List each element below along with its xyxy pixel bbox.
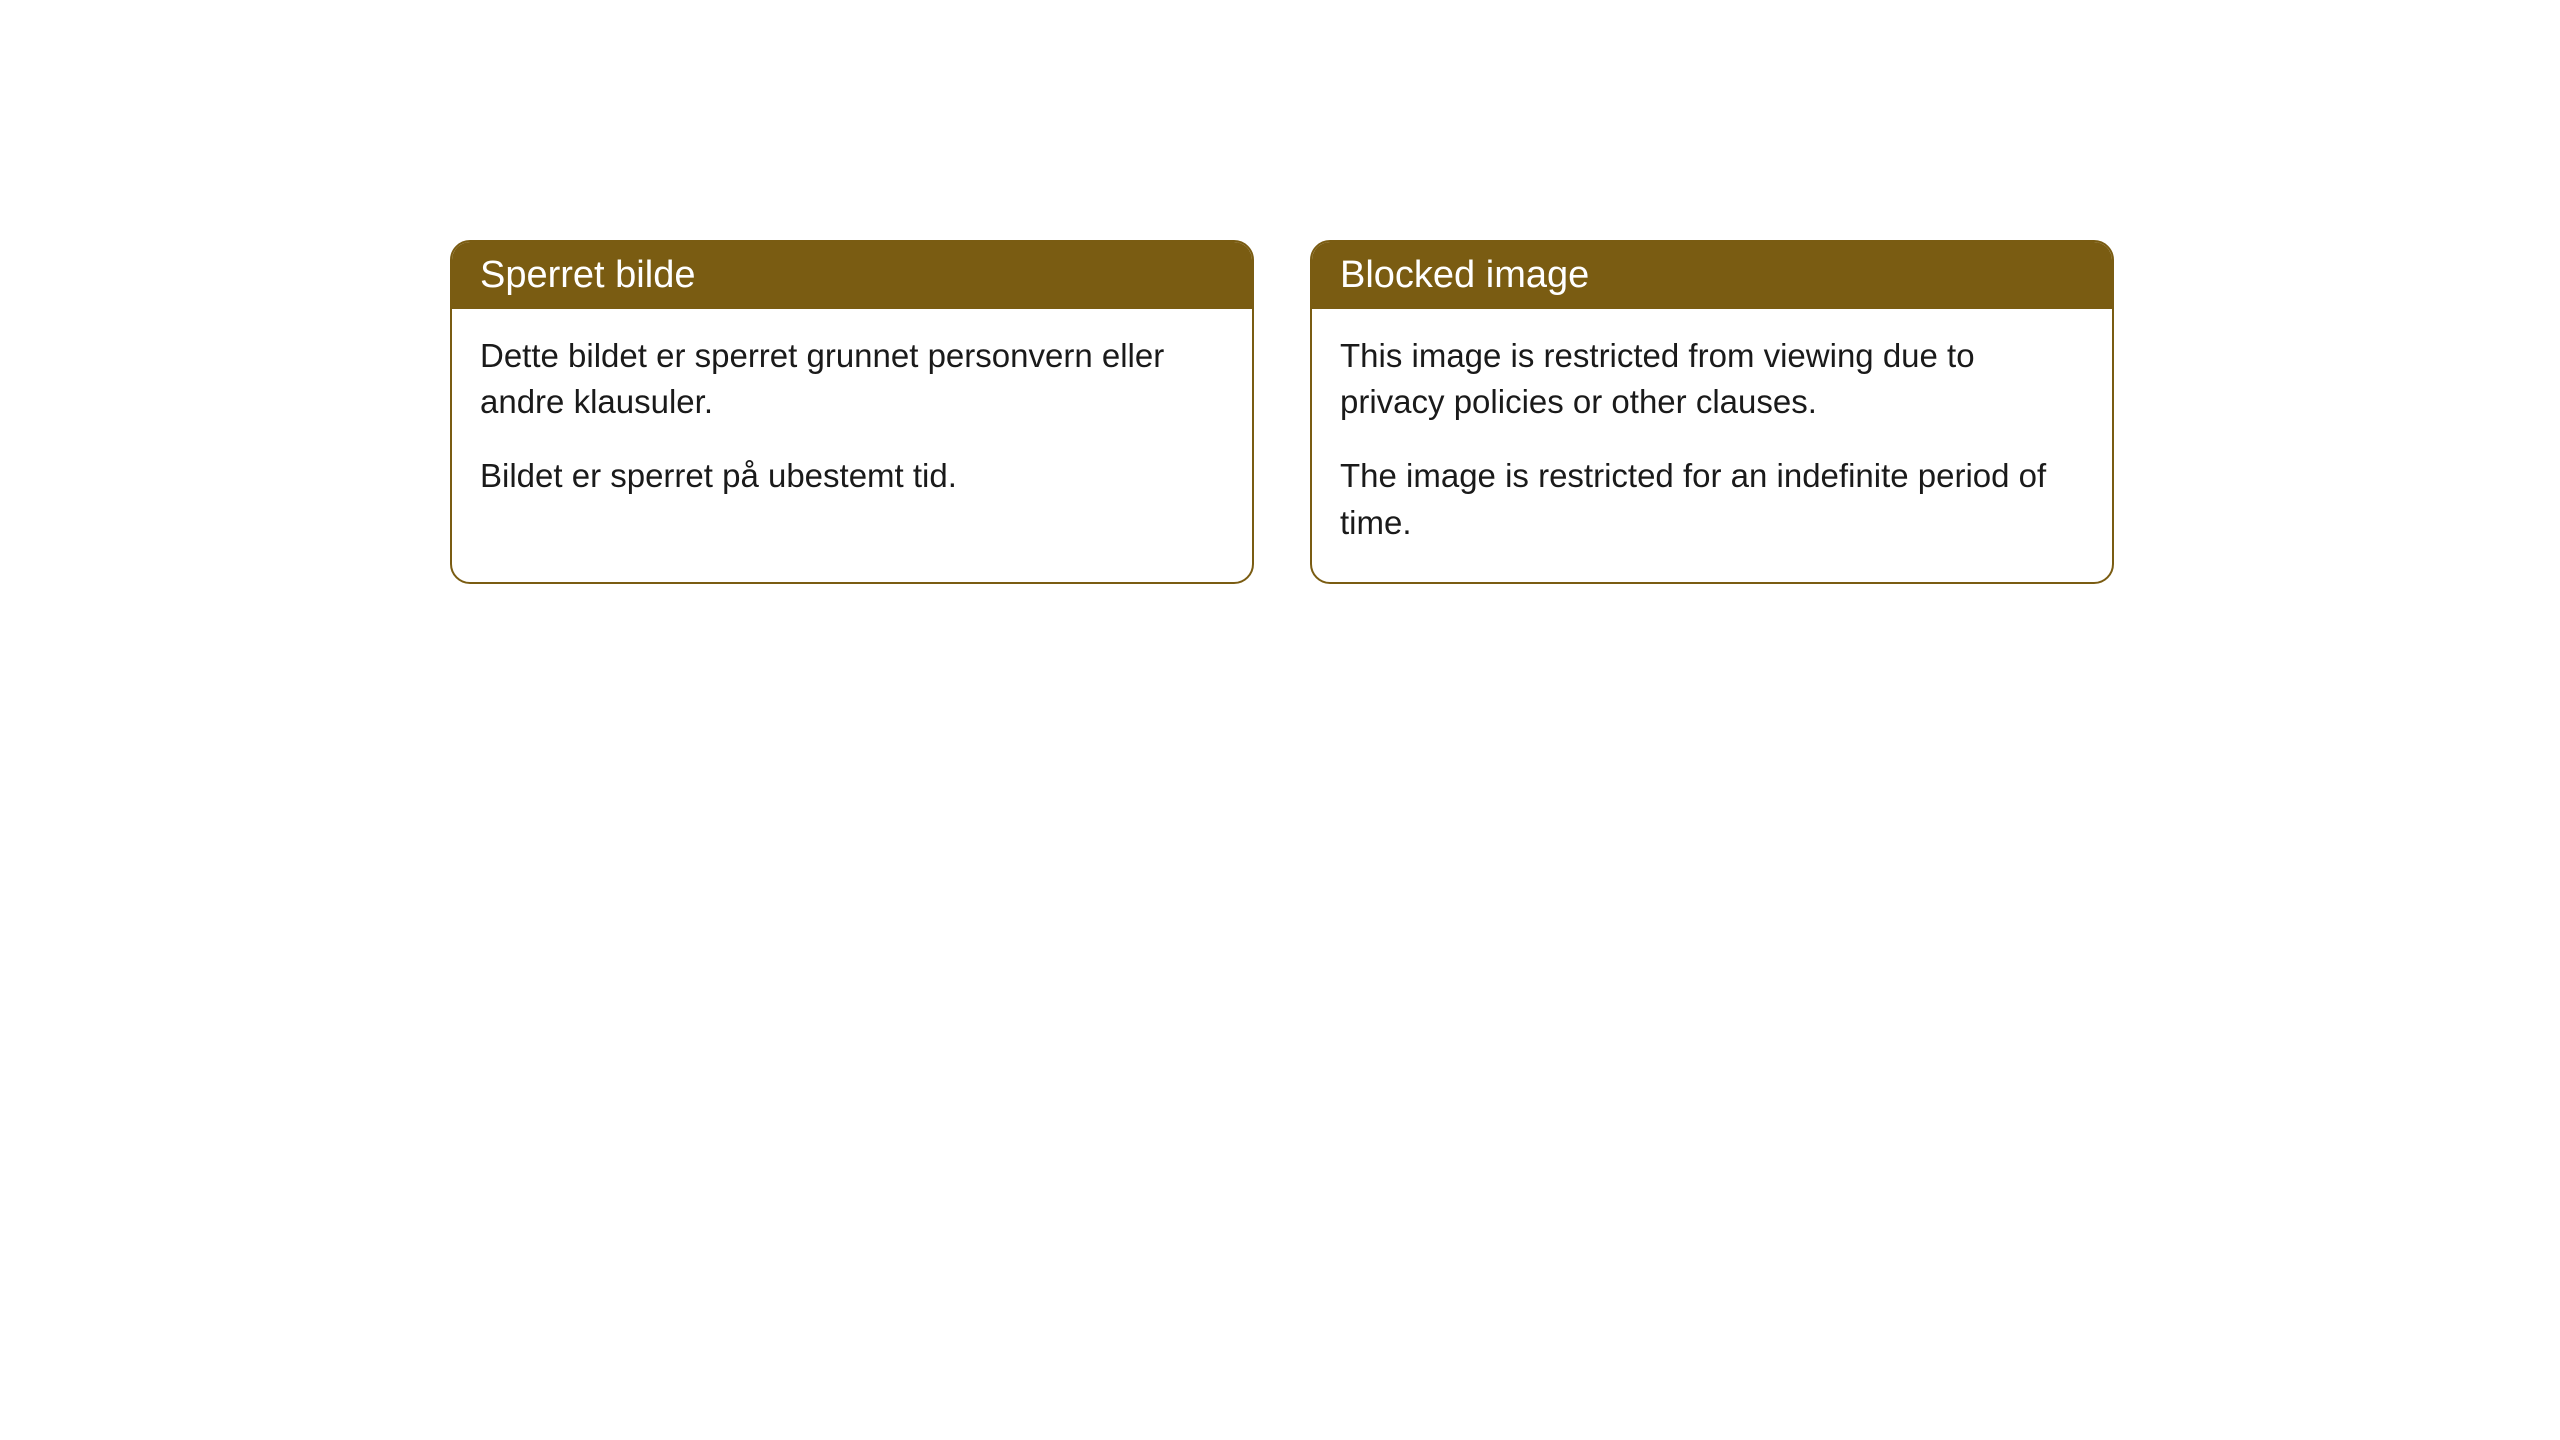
card-paragraph: The image is restricted for an indefinit… xyxy=(1340,453,2084,545)
blocked-image-card-norwegian: Sperret bilde Dette bildet er sperret gr… xyxy=(450,240,1254,584)
card-paragraph: Bildet er sperret på ubestemt tid. xyxy=(480,453,1224,499)
card-body-english: This image is restricted from viewing du… xyxy=(1312,309,2112,582)
blocked-image-card-english: Blocked image This image is restricted f… xyxy=(1310,240,2114,584)
card-header-english: Blocked image xyxy=(1312,242,2112,309)
card-paragraph: Dette bildet er sperret grunnet personve… xyxy=(480,333,1224,425)
card-header-norwegian: Sperret bilde xyxy=(452,242,1252,309)
notice-cards-container: Sperret bilde Dette bildet er sperret gr… xyxy=(0,0,2560,584)
card-body-norwegian: Dette bildet er sperret grunnet personve… xyxy=(452,309,1252,536)
card-paragraph: This image is restricted from viewing du… xyxy=(1340,333,2084,425)
